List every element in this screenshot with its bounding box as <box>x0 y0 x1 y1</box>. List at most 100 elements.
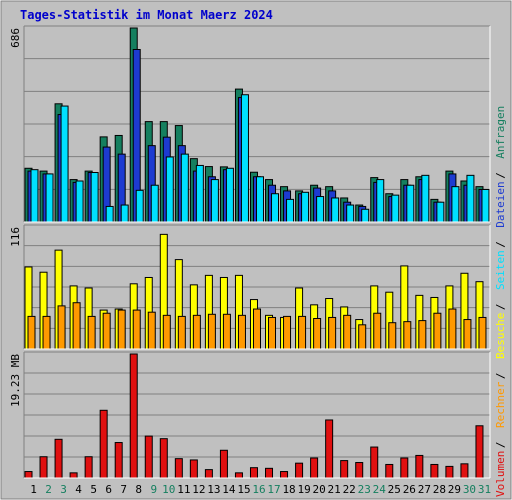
bar-rechner-day-5 <box>87 315 96 350</box>
bar-volumen-day-8 <box>129 353 138 479</box>
bar-seiten-day-25 <box>391 194 400 223</box>
bar-seiten-day-26 <box>406 184 415 223</box>
bar-volumen-day-16 <box>249 467 258 479</box>
bar-rechner-day-20 <box>313 318 322 350</box>
x-tick-label: 30 <box>463 483 476 496</box>
bar-rechner-day-17 <box>268 316 277 350</box>
bar-volumen-day-2 <box>39 456 48 479</box>
bar-volumen-day-5 <box>84 456 93 479</box>
x-tick-label: 3 <box>60 483 67 496</box>
x-tick-label: 19 <box>297 483 310 496</box>
bar-rechner-day-28 <box>433 312 442 350</box>
y-max-label-top: 686 <box>9 28 22 48</box>
legend-item-rechner: Rechner <box>494 381 507 428</box>
bar-rechner-day-15 <box>237 314 246 350</box>
bar-rechner-day-12 <box>192 314 201 350</box>
bar-volumen-day-11 <box>174 458 183 479</box>
x-tick-label: 23 <box>358 483 371 496</box>
bar-seiten-day-5 <box>90 172 99 223</box>
bar-seiten-day-12 <box>195 164 204 223</box>
bar-rechner-day-30 <box>463 319 472 350</box>
bar-seiten-day-15 <box>240 94 249 223</box>
bar-rechner-day-8 <box>132 309 141 350</box>
legend-item-anfragen: Anfragen <box>494 106 507 159</box>
bar-rechner-day-22 <box>343 314 352 350</box>
bar-seiten-day-16 <box>255 176 264 223</box>
x-tick-label: 21 <box>328 483 341 496</box>
x-tick-label: 5 <box>90 483 97 496</box>
bar-rechner-day-27 <box>418 320 427 350</box>
bar-seiten-day-7 <box>120 204 129 223</box>
bar-seiten-day-13 <box>210 179 219 223</box>
legend-separator: / <box>494 241 507 248</box>
legend: Volumen / Rechner / Besuche / Seiten / D… <box>494 106 507 497</box>
bar-volumen-day-15 <box>234 472 243 479</box>
bar-rechner-day-25 <box>388 322 397 350</box>
bar-rechner-day-4 <box>72 302 81 350</box>
x-tick-label: 6 <box>105 483 112 496</box>
bar-seiten-day-27 <box>421 174 430 223</box>
bar-seiten-day-20 <box>316 196 325 223</box>
x-tick-label: 4 <box>75 483 82 496</box>
bar-seiten-day-31 <box>481 188 490 223</box>
bar-seiten-day-21 <box>331 197 340 223</box>
x-tick-label: 24 <box>373 483 387 496</box>
bar-volumen-day-29 <box>445 465 454 479</box>
bar-volumen-day-17 <box>265 467 274 479</box>
bar-volumen-day-25 <box>385 463 394 479</box>
x-axis-labels: 1 2 3 4 5 6 7 8 9 10 11 12 13 14 15 16 17 18 19 20 21 22 23 24 2… <box>30 483 491 496</box>
chart-title: Tages-Statistik im Monat Maerz 2024 <box>20 8 273 22</box>
bar-volumen-day-7 <box>114 442 123 479</box>
x-tick-label: 7 <box>120 483 127 496</box>
bar-rechner-day-31 <box>478 316 487 350</box>
bar-volumen-day-27 <box>415 454 424 479</box>
x-tick-label: 8 <box>135 483 142 496</box>
bar-volumen-day-13 <box>204 469 213 479</box>
x-tick-label: 15 <box>237 483 250 496</box>
legend-separator: / <box>494 172 507 179</box>
y-max-label-middle: 116 <box>9 227 22 247</box>
x-tick-label: 29 <box>448 483 461 496</box>
bar-volumen-day-3 <box>54 438 63 479</box>
legend-item-dateien: Dateien <box>494 181 507 227</box>
bar-rechner-day-7 <box>117 309 126 350</box>
bar-seiten-day-28 <box>436 201 445 223</box>
bar-rechner-day-6 <box>102 312 111 350</box>
bar-seiten-day-4 <box>75 180 84 223</box>
x-tick-label: 18 <box>282 483 295 496</box>
x-tick-label: 10 <box>162 483 175 496</box>
bar-rechner-day-2 <box>42 315 51 350</box>
bar-rechner-day-9 <box>147 311 156 350</box>
bar-rechner-day-11 <box>177 315 186 350</box>
bar-rechner-day-23 <box>358 324 367 350</box>
bar-volumen-day-31 <box>475 425 484 479</box>
bar-rechner-day-18 <box>283 315 292 350</box>
bar-seiten-day-11 <box>180 153 189 223</box>
bar-seiten-day-14 <box>225 167 234 223</box>
y-max-label-bottom: 19.23 MB <box>9 354 22 407</box>
bar-volumen-day-12 <box>189 459 198 479</box>
legend-item-besuche: Besuche <box>494 313 507 359</box>
x-tick-label: 26 <box>403 483 416 496</box>
bar-volumen-day-23 <box>355 462 364 479</box>
bar-seiten-day-10 <box>165 156 174 223</box>
x-tick-label: 20 <box>313 483 326 496</box>
bar-seiten-day-29 <box>451 186 460 223</box>
x-tick-label: 11 <box>177 483 190 496</box>
bar-volumen-day-10 <box>159 438 168 479</box>
x-tick-label: 27 <box>418 483 431 496</box>
x-tick-label: 28 <box>433 483 446 496</box>
x-tick-label: 13 <box>207 483 220 496</box>
legend-separator: / <box>494 372 507 379</box>
legend-item-volumen: Volumen <box>494 451 507 497</box>
bar-volumen-day-20 <box>310 457 319 479</box>
bar-seiten-day-1 <box>30 169 39 223</box>
x-tick-label: 25 <box>388 483 401 496</box>
bar-rechner-day-29 <box>448 308 457 350</box>
bar-seiten-day-17 <box>271 193 280 223</box>
bar-volumen-day-28 <box>430 463 439 479</box>
bar-rechner-day-24 <box>373 312 382 350</box>
x-tick-label: 1 <box>30 483 37 496</box>
